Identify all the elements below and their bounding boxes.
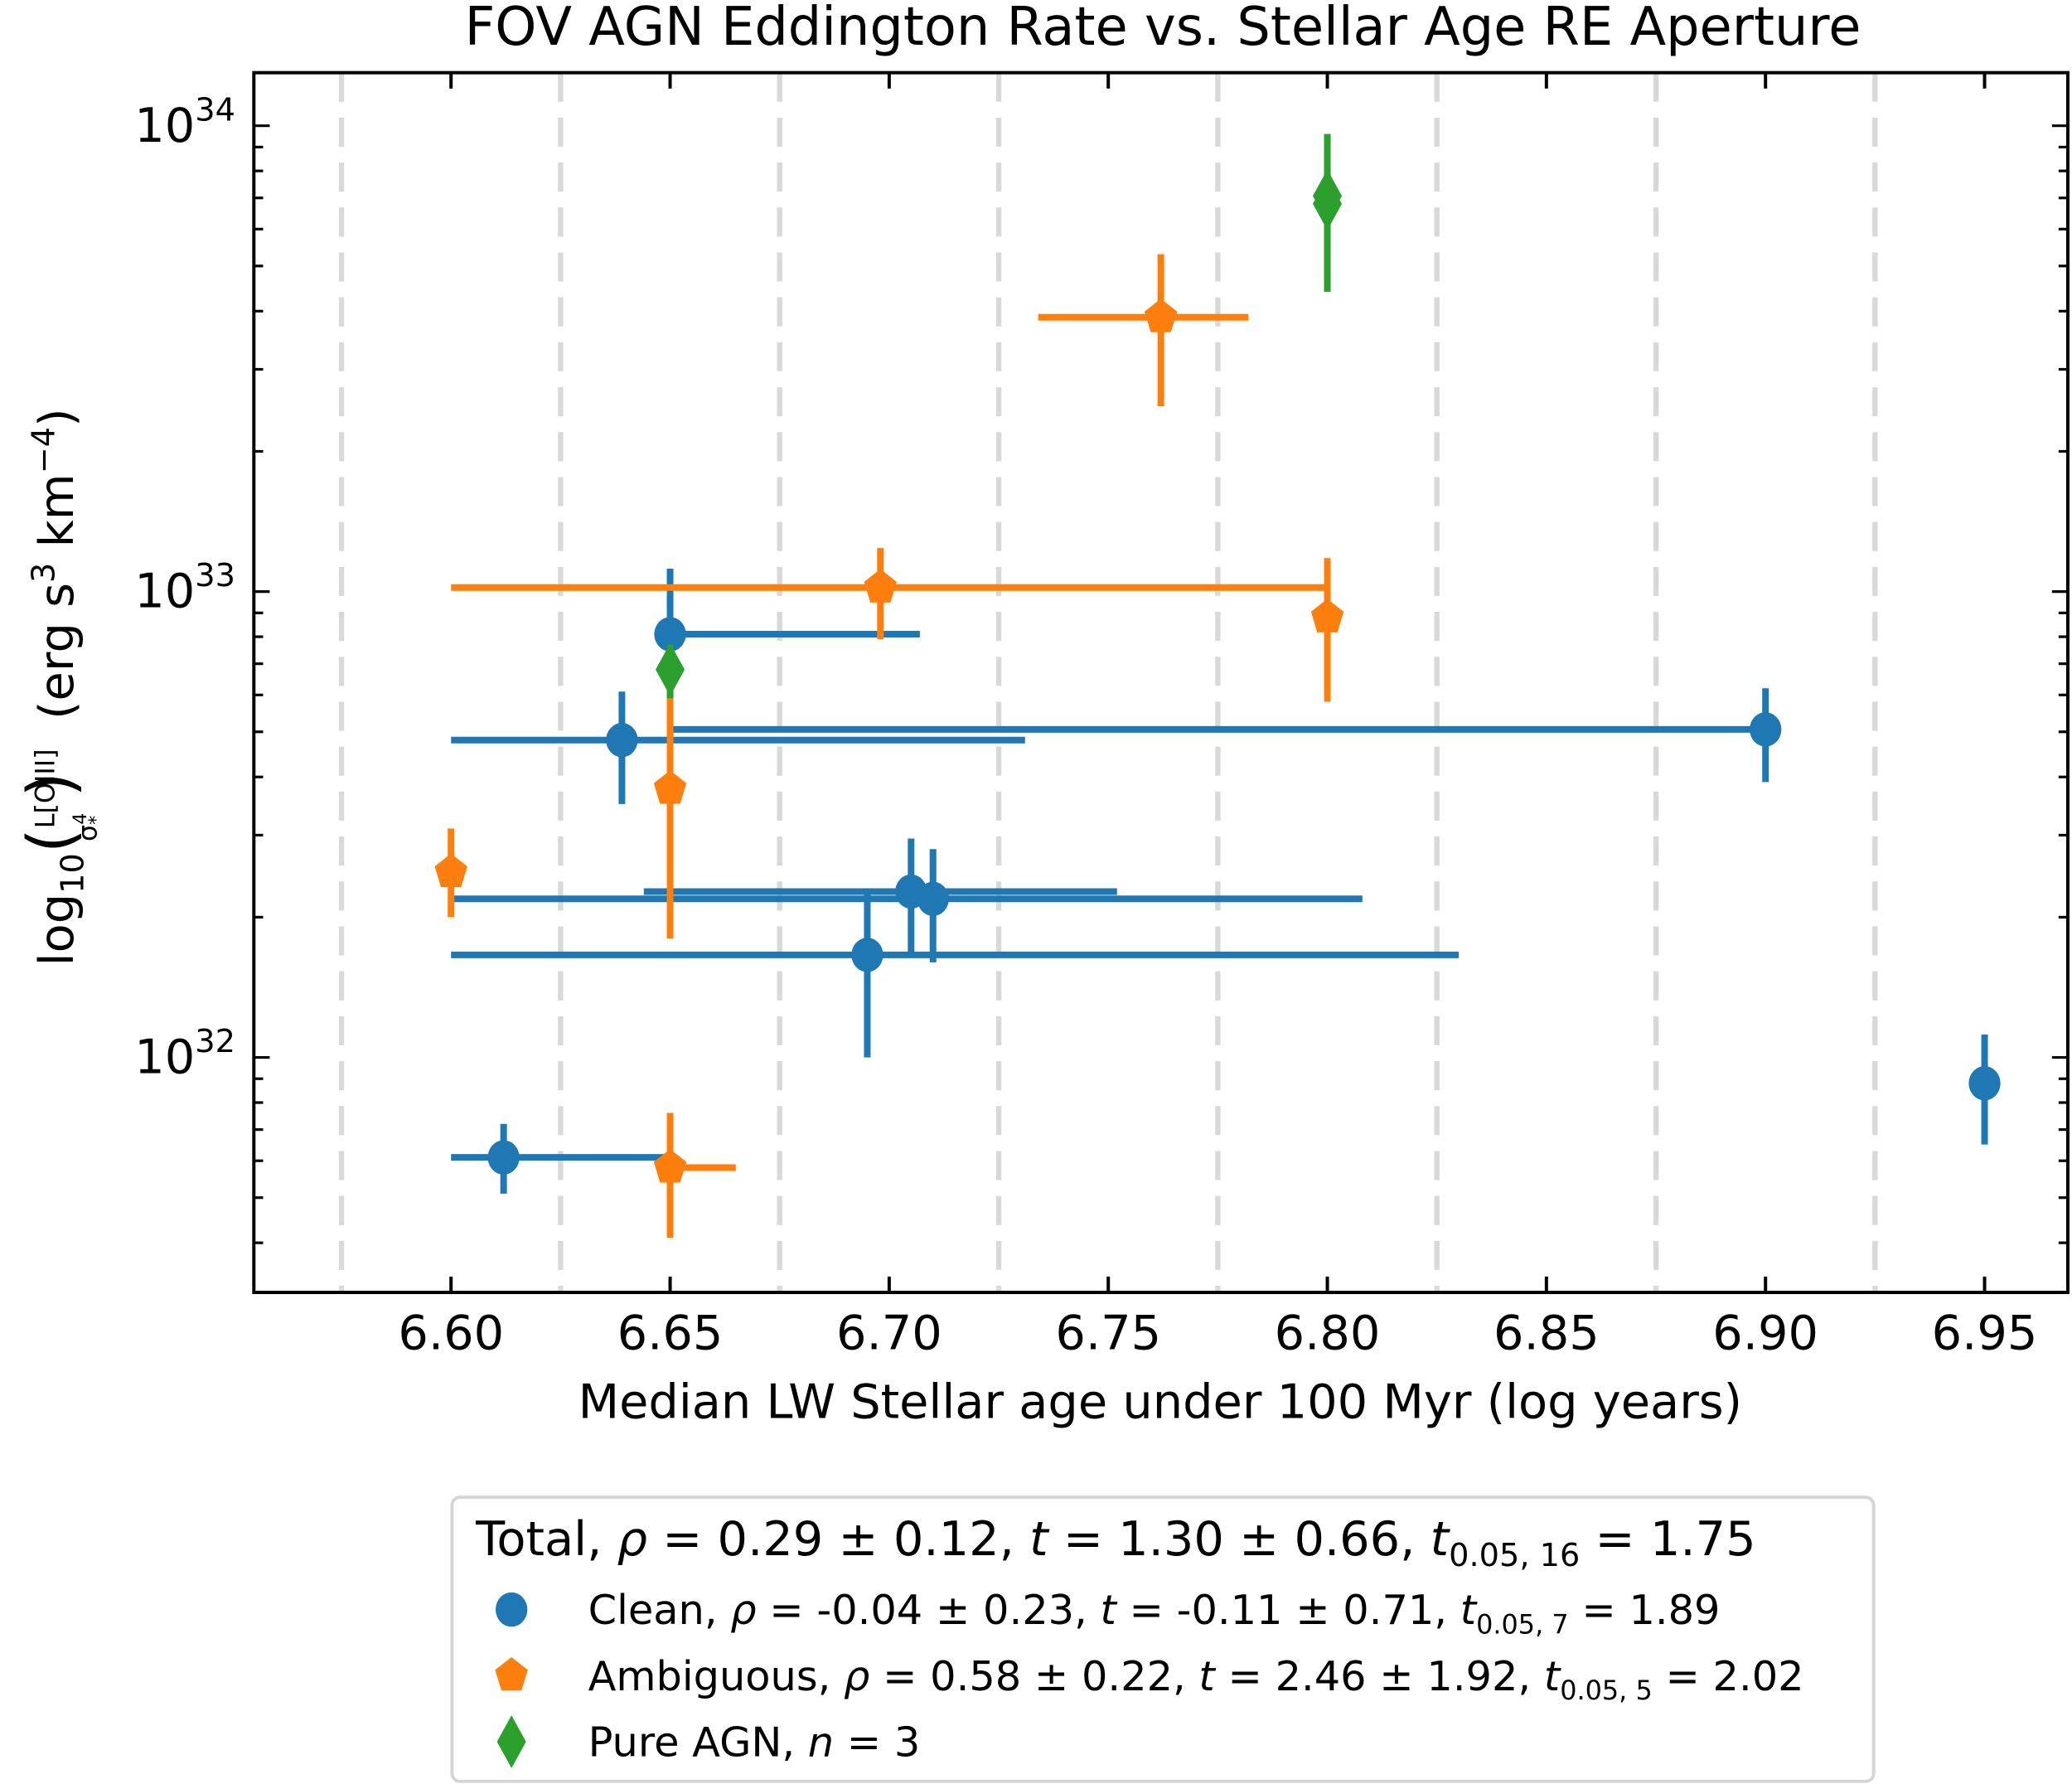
pure-agn-point (656, 642, 685, 699)
y-axis-label: log10(L[OIII]σ4*)(erg s3 km−4) (15, 409, 107, 967)
ambiguous-point (1038, 254, 1249, 407)
dashed-reference-lines (338, 72, 1878, 1293)
marker (434, 853, 467, 887)
marker (487, 1140, 520, 1175)
legend-entry: Clean, ρ = -0.04 ± 0.23, t = -0.11 ± 0.7… (588, 1586, 1721, 1640)
clean-point (1968, 1034, 2001, 1145)
legend: Total, ρ = 0.29 ± 0.12, t = 1.30 ± 0.66,… (450, 1496, 1876, 1783)
y-tick-label: 1034 (134, 91, 235, 153)
marker (851, 938, 884, 972)
legend-marker-ambiguous (495, 1656, 528, 1691)
x-tick-label: 6.90 (1712, 1306, 1818, 1361)
clean-point (451, 889, 1460, 1058)
clean-point (451, 691, 1025, 804)
ambiguous-point (653, 1113, 736, 1239)
ambiguous-point (1310, 558, 1344, 702)
marker (1312, 177, 1343, 230)
x-tick-label: 6.80 (1275, 1306, 1381, 1361)
clean-point (451, 849, 1363, 962)
marker (653, 1149, 687, 1183)
x-tick-label: 6.85 (1493, 1306, 1600, 1361)
marker (606, 723, 638, 758)
marker (1310, 599, 1344, 633)
ambiguous-point (653, 691, 687, 939)
x-tick-label: 6.65 (617, 1306, 724, 1361)
plot-frame (252, 70, 2070, 1294)
marker (917, 881, 949, 916)
legend-entry: Pure AGN, n = 3 (588, 1719, 921, 1767)
y-tick-label: 1032 (134, 1023, 235, 1085)
ambiguous-point (451, 548, 1328, 640)
marker (654, 617, 686, 652)
marker (864, 569, 897, 603)
clean-point (670, 688, 1782, 783)
legend-entry: Ambiguous, ρ = 0.58 ± 0.22, t = 2.46 ± 1… (588, 1652, 1804, 1706)
marker (1750, 712, 1782, 747)
legend-marker-clean (496, 1592, 528, 1627)
legend-marker-pure-agn (496, 1715, 526, 1768)
marker (1968, 1066, 2001, 1101)
marker (1144, 298, 1178, 332)
clean-point (451, 1123, 670, 1194)
x-axis-label: Median LW Stellar age under 100 Myr (log… (579, 1374, 1742, 1429)
axes: 6.60 6.65 6.70 6.75 6.80 6.85 6.90 6.95 1032 1033… (134, 70, 2070, 1361)
pure-agn-point (1312, 147, 1343, 284)
x-tick-label: 6.95 (1932, 1306, 2038, 1361)
legend-total: Total, ρ = 0.29 ± 0.12, t = 1.30 ± 0.66,… (475, 1511, 1756, 1574)
x-tick-label: 6.75 (1055, 1306, 1161, 1361)
chart-title: FOV AGN Eddington Rate vs. Stellar Age R… (465, 0, 1861, 58)
x-tick-label: 6.60 (398, 1306, 504, 1361)
y-tick-label: 1033 (134, 557, 235, 619)
ambiguous-point (434, 828, 467, 918)
marker (656, 642, 685, 696)
svg-text:log10(L[OIII]σ4*)(erg s3 km−4): log10(L[OIII]σ4*)(erg s3 km−4) (15, 409, 107, 967)
x-tick-label: 6.70 (836, 1306, 942, 1361)
marker (653, 770, 687, 804)
